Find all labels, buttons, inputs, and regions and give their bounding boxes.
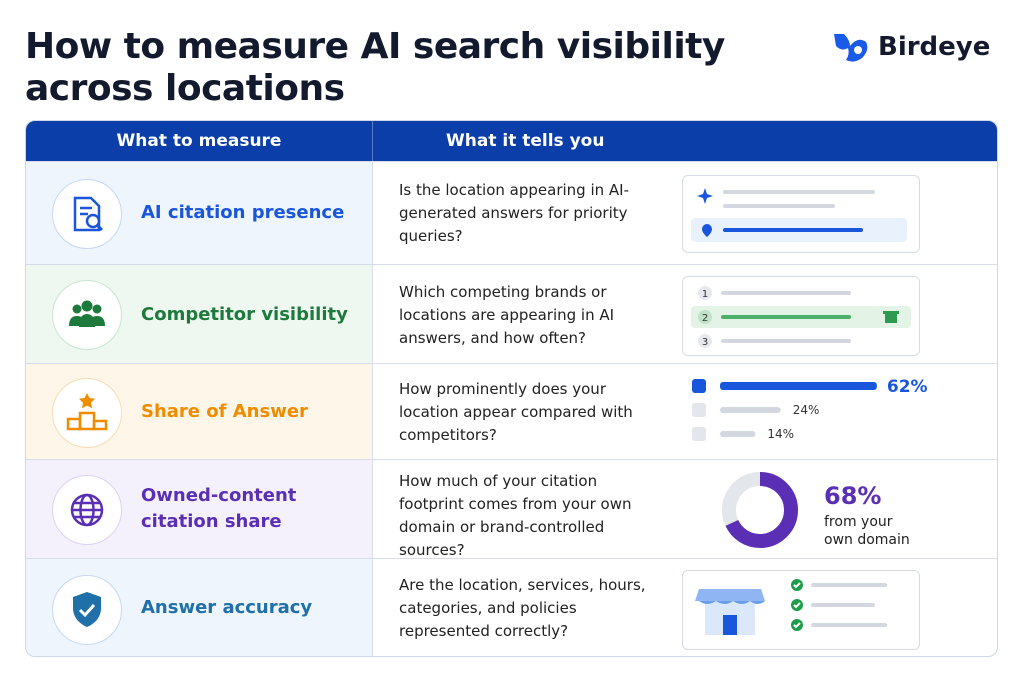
description: How prominently does your location appea… bbox=[399, 380, 633, 444]
metric: AI citation presence bbox=[141, 202, 345, 223]
rank-number: 3 bbox=[702, 337, 708, 348]
table-header: What to measure What it tells you bbox=[26, 121, 997, 161]
description: Is the location appearing in AI-generate… bbox=[399, 181, 630, 245]
donut-label: 68% bbox=[824, 482, 881, 510]
brand-name: Birdeye bbox=[878, 32, 991, 62]
description: How much of your citation footprint come… bbox=[399, 472, 632, 559]
cell: Share of Answer bbox=[26, 364, 373, 460]
brand-logo: Birdeye bbox=[830, 30, 990, 64]
table-row: Owned-content citation share How much of… bbox=[26, 459, 997, 559]
cell: Owned-content citation share bbox=[26, 460, 373, 559]
table-row: Answer accuracy Are the location, servic… bbox=[26, 558, 997, 656]
share-label: 14% bbox=[767, 427, 794, 441]
bar-marker bbox=[692, 379, 706, 393]
cell: AI citation presence bbox=[26, 162, 373, 265]
metric: Share of Answer bbox=[141, 401, 308, 422]
share-bar bbox=[720, 382, 877, 390]
cell: Answer accuracy bbox=[26, 559, 373, 656]
description: Which competing brands or locations are … bbox=[399, 283, 615, 347]
store-icon bbox=[883, 311, 899, 323]
illustration: 1 2 3 bbox=[682, 276, 920, 356]
icon bbox=[52, 475, 122, 545]
rank-badge bbox=[698, 286, 712, 300]
column-header: What to measure bbox=[26, 121, 373, 161]
column-header: What it tells you bbox=[446, 131, 605, 151]
rank-badge bbox=[698, 310, 712, 324]
share-bar bbox=[720, 407, 781, 413]
table-row: AI citation presence Is the location app… bbox=[26, 161, 997, 265]
share-label: 62% bbox=[887, 377, 928, 397]
bar-marker bbox=[692, 403, 706, 417]
description: Are the location, services, hours, categ… bbox=[399, 576, 646, 640]
share-label: 24% bbox=[793, 403, 820, 417]
bar-marker bbox=[692, 427, 706, 441]
icon bbox=[52, 280, 122, 350]
brand-mark bbox=[834, 34, 868, 62]
share-bar bbox=[720, 431, 756, 437]
metric: Competitor visibility bbox=[141, 304, 348, 325]
illustration: 62% 24% 14% bbox=[690, 372, 950, 456]
icon bbox=[52, 179, 122, 249]
illustration bbox=[682, 175, 920, 253]
cell: Competitor visibility bbox=[26, 265, 373, 364]
rank-line bbox=[721, 339, 851, 343]
donut-caption: from your own domain bbox=[824, 514, 910, 548]
table: What to measure What it tells you AI cit… bbox=[25, 120, 998, 657]
table-row: Share of Answer How prominently does you… bbox=[26, 363, 997, 460]
rank-badge bbox=[698, 334, 712, 348]
illustration bbox=[682, 570, 920, 650]
metric: Owned-content citation share bbox=[141, 485, 297, 532]
table-row: Competitor visibility Which competing br… bbox=[26, 264, 997, 364]
title: How to measure AI search visibility acro… bbox=[25, 26, 725, 109]
icon bbox=[52, 378, 122, 448]
rank-number: 1 bbox=[702, 289, 708, 300]
illustration: 68% from your own domain bbox=[690, 466, 930, 558]
icon bbox=[52, 575, 122, 645]
rank-number: 2 bbox=[702, 313, 708, 324]
donut-segment bbox=[722, 472, 798, 548]
rank-line bbox=[721, 315, 851, 319]
metric: Answer accuracy bbox=[141, 597, 313, 618]
rank-line bbox=[721, 291, 851, 295]
